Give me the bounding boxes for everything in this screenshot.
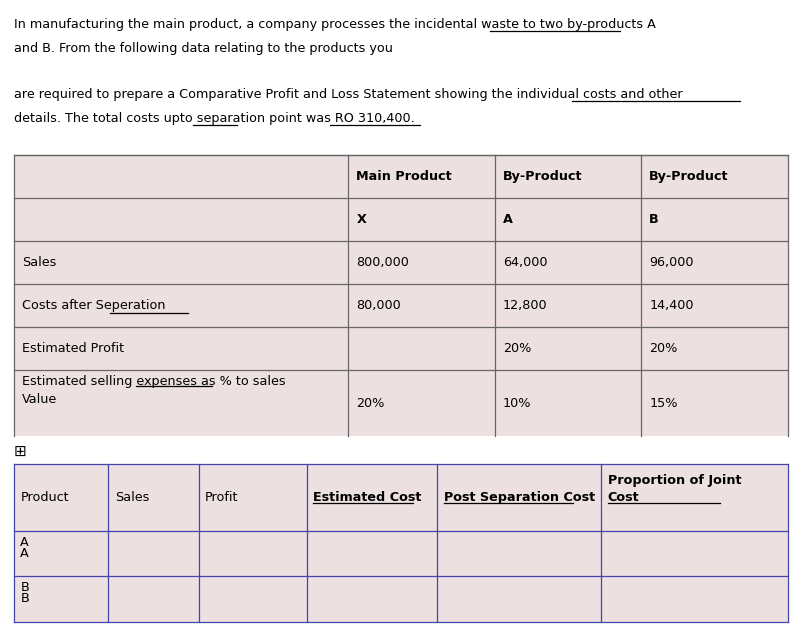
Text: are required to prepare a Comparative Profit and Loss Statement showing the indi: are required to prepare a Comparative Pr… bbox=[14, 88, 682, 101]
Bar bbox=[14, 465, 787, 622]
Text: ⊞: ⊞ bbox=[14, 444, 26, 459]
Text: Estimated Cost: Estimated Cost bbox=[314, 491, 422, 504]
Text: A: A bbox=[503, 213, 513, 226]
Text: Estimated selling expenses as % to sales
Value: Estimated selling expenses as % to sales… bbox=[22, 375, 286, 406]
Text: A: A bbox=[21, 536, 29, 549]
Text: By-Product: By-Product bbox=[503, 170, 582, 183]
Text: Estimated Profit: Estimated Profit bbox=[22, 342, 124, 355]
Bar bbox=[14, 155, 787, 436]
Text: Product: Product bbox=[21, 491, 69, 504]
Text: 20%: 20% bbox=[357, 396, 385, 410]
Text: 96,000: 96,000 bbox=[650, 256, 694, 269]
Text: Post Separation Cost: Post Separation Cost bbox=[443, 491, 594, 504]
Text: B: B bbox=[650, 213, 659, 226]
Text: By-Product: By-Product bbox=[650, 170, 729, 183]
Text: 12,800: 12,800 bbox=[503, 299, 547, 312]
Text: B: B bbox=[21, 581, 29, 594]
Text: Profit: Profit bbox=[205, 491, 238, 504]
Text: 800,000: 800,000 bbox=[357, 256, 410, 269]
Text: 14,400: 14,400 bbox=[650, 299, 694, 312]
Text: B: B bbox=[21, 592, 29, 605]
Text: Proportion of Joint
Cost: Proportion of Joint Cost bbox=[608, 474, 741, 504]
Text: 64,000: 64,000 bbox=[503, 256, 547, 269]
Text: and B. From the following data relating to the products you: and B. From the following data relating … bbox=[14, 42, 393, 55]
Text: 10%: 10% bbox=[503, 396, 531, 410]
Text: 80,000: 80,000 bbox=[357, 299, 401, 312]
Text: Main Product: Main Product bbox=[357, 170, 452, 183]
Text: Sales: Sales bbox=[22, 256, 56, 269]
Text: In manufacturing the main product, a company processes the incidental waste to t: In manufacturing the main product, a com… bbox=[14, 18, 656, 31]
Text: 15%: 15% bbox=[650, 396, 678, 410]
Text: X: X bbox=[357, 213, 366, 226]
Text: 20%: 20% bbox=[650, 342, 678, 355]
Text: details. The total costs upto separation point was RO 310,400.: details. The total costs upto separation… bbox=[14, 112, 414, 125]
Text: 20%: 20% bbox=[503, 342, 531, 355]
Text: A: A bbox=[21, 547, 29, 560]
Text: Costs after Seperation: Costs after Seperation bbox=[22, 299, 166, 312]
Text: Sales: Sales bbox=[115, 491, 149, 504]
